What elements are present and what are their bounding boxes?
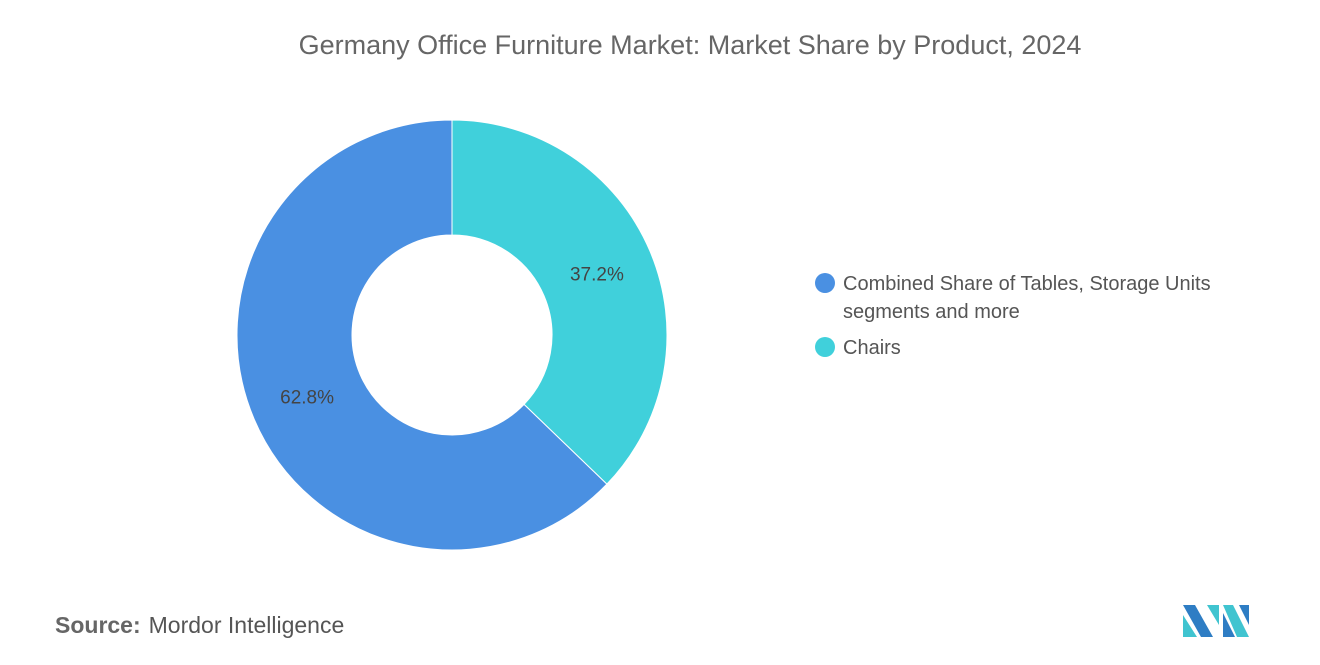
slice-1: [236, 119, 608, 551]
data-label: 37.2%: [570, 264, 624, 285]
source: Source: Mordor Intelligence: [55, 612, 344, 639]
legend-swatch: [815, 273, 835, 293]
slice-0: [451, 119, 668, 485]
mordor-logo-icon: [1183, 605, 1249, 637]
legend: Combined Share of Tables, Storage Units …: [815, 270, 1275, 370]
legend-item-combined: Combined Share of Tables, Storage Units …: [815, 270, 1275, 326]
source-label: Source:: [55, 612, 141, 638]
donut-chart: 37.2% 62.8%: [236, 119, 668, 551]
source-value: Mordor Intelligence: [148, 612, 345, 638]
legend-item-chairs: Chairs: [815, 334, 1275, 362]
legend-label: Chairs: [843, 337, 901, 359]
legend-swatch: [815, 337, 835, 357]
chart-title: Germany Office Furniture Market: Market …: [298, 30, 1082, 60]
legend-label: Combined Share of Tables, Storage Units …: [843, 273, 1211, 323]
data-label: 62.8%: [280, 388, 334, 409]
